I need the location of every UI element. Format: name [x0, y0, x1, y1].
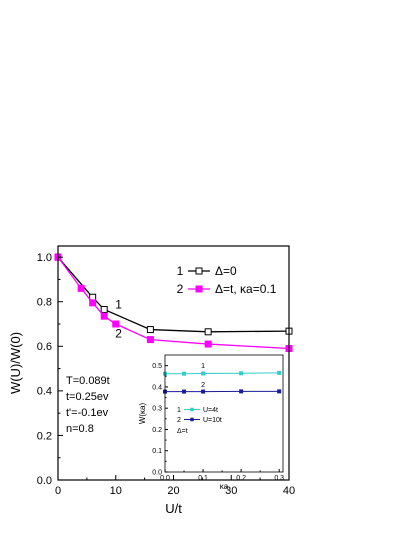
parameter-annotation: t'=-0.1ev [66, 407, 109, 419]
y-tick-label: 0.4 [152, 384, 162, 391]
series-line-1 [57, 256, 290, 333]
inset-legend-marker [190, 407, 194, 412]
data-point-1 [146, 326, 154, 334]
parameter-annotation: T=0.089t [66, 375, 110, 387]
y-tick-label: 0.5 [152, 363, 162, 370]
data-point-1 [204, 328, 212, 336]
curve-label: 2 [115, 326, 122, 340]
legend-label: Δ=0 [215, 264, 237, 278]
axes-frame [164, 354, 284, 473]
data-point-1 [182, 371, 187, 376]
curve-label: 1 [115, 297, 122, 311]
data-point-2 [112, 320, 120, 328]
legend-label: Δ=t, κa=0.1 [215, 282, 277, 296]
legend-number: 2 [177, 282, 184, 296]
data-point-2 [201, 389, 206, 394]
inset-legend-number: 2 [177, 417, 181, 424]
x-tick-label: 0 [55, 485, 61, 497]
y-tick-label: 0.2 [37, 430, 52, 442]
y-tick-label: 0.1 [152, 448, 162, 455]
inset-legend-number: 1 [177, 407, 181, 414]
y-tick-label: 1.0 [37, 252, 52, 264]
x-axis-title: U/t [165, 501, 182, 516]
main-plot: 0 10 20 30 40 0.0 0.2 0.4 0.6 0.8 1.0 U/t W(U)/W(0) 1… [8, 245, 295, 516]
x-axis-title: κa [220, 482, 229, 491]
x-tick-label: 0.0 [160, 475, 170, 482]
y-tick-label: 0.6 [37, 341, 52, 353]
data-point-2 [204, 340, 212, 348]
inset-legend-marker [190, 417, 194, 422]
data-point-2 [77, 284, 85, 292]
data-point-2 [239, 389, 244, 394]
x-tick-label: 30 [225, 485, 237, 497]
x-tick-label: 10 [110, 485, 122, 497]
x-tick-label: 0.3 [274, 475, 284, 482]
inset-plot: 0.0 0.1 0.2 0.3 0.0 0.1 0.2 0.3 0.4 0.5 κa W(κa) 1 2 1… [138, 354, 284, 491]
data-point-1 [100, 306, 108, 314]
inset-annotation: Δ=t [177, 428, 188, 435]
x-tick-label: 0.2 [236, 475, 246, 482]
x-tick-label: 40 [283, 485, 295, 497]
y-axis-title: W(U)/W(0) [8, 332, 23, 394]
parameter-annotation: n=0.8 [66, 423, 94, 435]
inset-legend-label: U=4t [203, 407, 218, 414]
data-point-2 [277, 389, 282, 394]
y-tick-label: 0.8 [37, 297, 52, 309]
x-tick-label: 0.1 [198, 475, 208, 482]
y-tick-label: 0.4 [37, 386, 52, 398]
inset-curve-label: 1 [201, 363, 205, 370]
data-point-2 [100, 312, 108, 320]
data-point-2 [89, 299, 97, 307]
legend-marker [195, 267, 203, 275]
data-point-1 [239, 371, 244, 376]
y-axis-title: W(κa) [138, 403, 147, 425]
parameter-annotation: t=0.25ev [66, 391, 109, 403]
data-point-1 [277, 370, 282, 375]
y-tick-label: 0.3 [152, 406, 162, 413]
y-tick-label: 0.0 [152, 469, 162, 476]
inset-legend-label: U=10t [203, 417, 222, 424]
data-point-2 [182, 389, 187, 394]
data-point-2 [146, 336, 154, 344]
y-tick-label: 0.0 [37, 475, 52, 487]
legend-number: 1 [177, 264, 184, 278]
legend-marker [195, 285, 203, 293]
data-point-1 [201, 371, 206, 376]
x-tick-label: 20 [167, 485, 179, 497]
y-tick-label: 0.2 [152, 427, 162, 434]
inset-curve-label: 2 [201, 382, 205, 389]
